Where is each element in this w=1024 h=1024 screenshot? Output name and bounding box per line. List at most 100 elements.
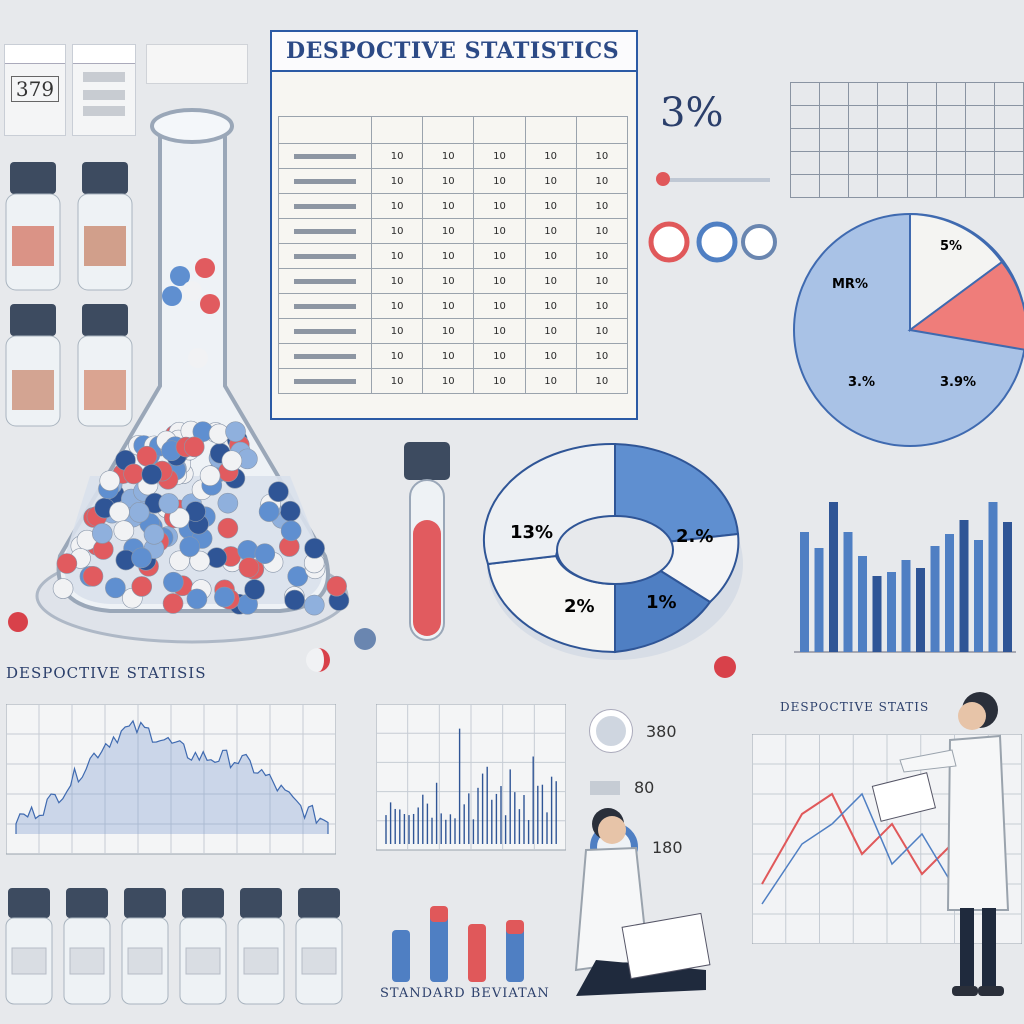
right-heading: DESPOCTIVE STATIS: [780, 700, 930, 714]
bar: [800, 532, 809, 652]
table-cell: 10: [473, 343, 526, 369]
bar: [887, 572, 896, 652]
table-cell: 10: [575, 168, 629, 194]
table-cell: 10: [575, 143, 629, 169]
vial-icon: [237, 888, 285, 1005]
table-cell: 10: [524, 143, 577, 169]
table-cell: 10: [473, 193, 526, 219]
table-cell: 10: [370, 318, 424, 344]
table-cell: 10: [422, 368, 475, 394]
bar: [829, 502, 838, 652]
pie-label: 3.%: [848, 375, 875, 390]
vial-icon: [63, 888, 111, 1005]
percent-slider: [660, 178, 770, 182]
bar: [916, 568, 925, 652]
table-cell: 10: [370, 193, 424, 219]
big-percent: 3%: [660, 90, 724, 136]
test-tube: [404, 442, 450, 641]
molecule-beads: [52, 258, 350, 616]
table-row: 10 10 10 10 10: [278, 343, 629, 369]
table-row: 10 10 10 10 10: [278, 143, 629, 169]
table-cell: 10: [473, 368, 526, 394]
note-strip: [146, 44, 248, 84]
vials-top-left: [5, 162, 133, 427]
vial-icon: [295, 888, 343, 1005]
table-cell: 10: [575, 343, 629, 369]
section-heading: DESPOCTIVE STATISIS: [6, 664, 207, 682]
table-cell: 10: [422, 293, 475, 319]
sphere-red: [8, 612, 28, 632]
table-row: 10 10 10 10 10: [278, 368, 629, 394]
table-cell: 10: [524, 243, 577, 269]
table-cell: 10: [370, 343, 424, 369]
donut-label: 1%: [646, 592, 677, 613]
pie-chart: 5% MR% 3.% 3.9%: [793, 212, 1024, 447]
table-cell: 10: [575, 243, 629, 269]
mini-grid: [789, 82, 1024, 198]
bar: [974, 540, 983, 652]
table-cell: 10: [524, 218, 577, 244]
side-value: 80: [634, 778, 655, 797]
table-cell: 10: [575, 318, 629, 344]
sphere-red: [714, 656, 736, 678]
table-title: DESPOCTIVE STATISTICS: [272, 32, 636, 72]
scientist-standing: [871, 692, 1010, 996]
ring-icon: [648, 221, 690, 263]
vial-icon: [5, 304, 61, 427]
table-cell: 10: [524, 193, 577, 219]
table-cell: 10: [575, 268, 629, 294]
table-row: 10 10 10 10 10: [278, 268, 629, 294]
vials-bottom: [5, 888, 343, 1005]
table-cell: 10: [370, 293, 424, 319]
bar: [858, 556, 867, 652]
donut-label: 13%: [510, 522, 553, 543]
spike-chart: [376, 704, 566, 851]
table-row: 10 10 10 10 10: [278, 318, 629, 344]
table-cell: 10: [473, 293, 526, 319]
table-cell: 10: [422, 218, 475, 244]
bar: [959, 520, 969, 652]
table-cell: 10: [575, 193, 629, 219]
bar: [1003, 522, 1012, 652]
bar-chart-right: [794, 502, 1016, 653]
vial-icon: [5, 888, 53, 1005]
side-value: 180: [652, 837, 683, 857]
statistics-table-card: DESPOCTIVE STATISTICS 10 10 10 10 10 10 10 10 10…: [270, 30, 638, 420]
table-cell: 10: [524, 268, 577, 294]
table-cell: 10: [422, 143, 475, 169]
slider-knob: [656, 172, 670, 186]
scientist-seated: [574, 808, 711, 996]
donut-label: 2.%: [676, 526, 713, 547]
tag-icon: [590, 780, 620, 795]
vial-icon: [5, 162, 61, 291]
statistics-table: 10 10 10 10 10 10 10 10 10 10 10 10 10 10 10 10 10 10 10 10…: [278, 116, 629, 394]
donut-chart: 13% 2.% 2% 1%: [482, 442, 743, 660]
ring-icon: [696, 221, 738, 263]
table-row: 10 10 10 10 10: [278, 218, 629, 244]
table-cell: 10: [524, 293, 577, 319]
side-value: 380: [646, 721, 677, 741]
flask-illustration: [35, 108, 350, 644]
line-chart-left: [6, 704, 336, 855]
vial-icon: [179, 888, 227, 1005]
table-cell: 10: [422, 268, 475, 294]
table-row: 10 10 10 10 10: [278, 193, 629, 219]
sphere-blue: [354, 628, 376, 650]
bottom-caption: STANDARD BEVIATAN: [380, 986, 550, 1001]
counter-value: 379: [11, 76, 59, 102]
mini-bar: [392, 930, 410, 982]
table-cell: 10: [422, 193, 475, 219]
counter-card: 379: [4, 44, 66, 136]
bar: [930, 546, 940, 652]
counter-card-header: [5, 45, 65, 64]
table-cell: 10: [524, 168, 577, 194]
table-cell: 10: [524, 343, 577, 369]
table-cell: 10: [473, 243, 526, 269]
ring-icon: [590, 710, 632, 752]
table-cell: 10: [575, 293, 629, 319]
table-cell: 10: [473, 143, 526, 169]
table-row: 10 10 10 10 10: [278, 293, 629, 319]
table-cell: 10: [422, 168, 475, 194]
table-row: 10 10 10 10 10: [278, 243, 629, 269]
bar: [945, 534, 954, 652]
